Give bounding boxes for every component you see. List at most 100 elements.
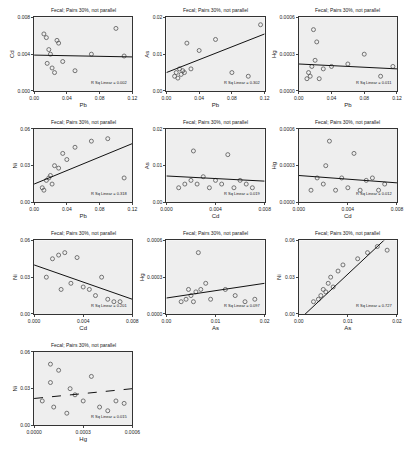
svg-text:0.08: 0.08	[95, 95, 105, 101]
svg-text:0.03: 0.03	[20, 162, 30, 168]
svg-text:R Sq Linear = 0.019: R Sq Linear = 0.019	[224, 191, 260, 196]
svg-text:0.04: 0.04	[62, 95, 72, 101]
svg-text:Pb: Pb	[344, 102, 352, 108]
svg-text:0.08: 0.08	[359, 95, 369, 101]
svg-text:0.00: 0.00	[162, 318, 172, 324]
svg-text:0.02: 0.02	[260, 318, 270, 324]
svg-text:Hg: Hg	[79, 436, 87, 442]
svg-text:0.06: 0.06	[20, 349, 30, 355]
svg-text:R Sq Linear = 0.727: R Sq Linear = 0.727	[356, 303, 392, 308]
svg-text:0.00: 0.00	[153, 199, 163, 205]
svg-text:0.00: 0.00	[20, 422, 30, 428]
svg-text:0.04: 0.04	[62, 206, 72, 212]
svg-text:0.0003: 0.0003	[147, 274, 163, 280]
svg-text:Fecal; Pairs 30%, not parallel: Fecal; Pairs 30%, not parallel	[315, 230, 380, 236]
svg-text:R Sq Linear = 0.097: R Sq Linear = 0.097	[224, 303, 260, 308]
svg-text:0.04: 0.04	[194, 95, 204, 101]
svg-text:Fecal; Pairs 30%, not parallel: Fecal; Pairs 30%, not parallel	[315, 119, 380, 125]
svg-text:0.08: 0.08	[95, 206, 105, 212]
svg-text:0.12: 0.12	[127, 95, 137, 101]
svg-text:0.0000: 0.0000	[26, 429, 42, 435]
svg-text:R Sq Linear = 0.011: R Sq Linear = 0.011	[356, 80, 392, 85]
svg-text:Hg: Hg	[271, 50, 277, 58]
svg-text:0.06: 0.06	[285, 237, 295, 243]
svg-text:0.0006: 0.0006	[279, 126, 295, 132]
svg-text:0.004: 0.004	[18, 51, 31, 57]
svg-text:0.00: 0.00	[285, 311, 295, 317]
svg-text:R Sq Linear = 0.201: R Sq Linear = 0.201	[91, 303, 127, 308]
svg-text:0.01: 0.01	[211, 318, 221, 324]
svg-text:R Sq Linear = 0.302: R Sq Linear = 0.302	[224, 80, 260, 85]
svg-text:0.00: 0.00	[153, 88, 163, 94]
svg-text:0.0003: 0.0003	[279, 162, 295, 168]
svg-text:0.004: 0.004	[209, 206, 222, 212]
svg-text:0.03: 0.03	[20, 385, 30, 391]
svg-text:0.12: 0.12	[392, 95, 402, 101]
svg-text:Cd: Cd	[79, 325, 87, 331]
svg-text:0.00: 0.00	[294, 95, 304, 101]
svg-text:Ni: Ni	[276, 274, 282, 280]
svg-text:Pb: Pb	[80, 213, 88, 219]
svg-text:Fecal; Pairs 30%, not parallel: Fecal; Pairs 30%, not parallel	[51, 7, 116, 13]
svg-text:0.12: 0.12	[260, 95, 270, 101]
svg-text:0.008: 0.008	[391, 206, 404, 212]
svg-text:0.08: 0.08	[227, 95, 237, 101]
svg-text:0.0003: 0.0003	[279, 51, 295, 57]
svg-text:0.01: 0.01	[343, 318, 353, 324]
svg-text:0.000: 0.000	[28, 318, 41, 324]
svg-text:Cd: Cd	[9, 50, 15, 58]
svg-text:0.01: 0.01	[153, 51, 163, 57]
svg-text:0.02: 0.02	[153, 14, 163, 20]
svg-text:Fecal; Pairs 30%, not parallel: Fecal; Pairs 30%, not parallel	[315, 7, 380, 13]
svg-text:0.00: 0.00	[20, 311, 30, 317]
svg-text:0.008: 0.008	[258, 206, 271, 212]
svg-text:R Sq Linear = 0.015: R Sq Linear = 0.015	[91, 414, 127, 419]
svg-text:As: As	[144, 51, 150, 58]
svg-text:Fecal; Pairs 30%, not parallel: Fecal; Pairs 30%, not parallel	[51, 342, 116, 348]
svg-text:Hg: Hg	[139, 273, 145, 281]
svg-text:0.0000: 0.0000	[279, 88, 295, 94]
svg-text:0.0000: 0.0000	[147, 311, 163, 317]
svg-text:0.00: 0.00	[29, 206, 39, 212]
svg-text:0.12: 0.12	[127, 206, 137, 212]
svg-text:0.01: 0.01	[153, 162, 163, 168]
svg-text:Pb: Pb	[80, 102, 88, 108]
svg-text:0.02: 0.02	[392, 318, 402, 324]
svg-text:As: As	[212, 325, 219, 331]
svg-text:0.0006: 0.0006	[125, 429, 141, 435]
svg-text:0.008: 0.008	[126, 318, 139, 324]
svg-text:0.00: 0.00	[162, 95, 172, 101]
svg-text:0.0006: 0.0006	[279, 14, 295, 20]
svg-text:0.000: 0.000	[292, 206, 305, 212]
svg-text:Cd: Cd	[344, 213, 352, 219]
svg-text:0.000: 0.000	[160, 206, 173, 212]
svg-text:R Sq Linear = 0.318: R Sq Linear = 0.318	[91, 191, 127, 196]
svg-text:0.00: 0.00	[294, 318, 304, 324]
svg-text:0.0006: 0.0006	[147, 237, 163, 243]
svg-text:R Sq Linear = 0.012: R Sq Linear = 0.012	[356, 191, 392, 196]
svg-text:0.03: 0.03	[20, 274, 30, 280]
svg-text:0.06: 0.06	[20, 237, 30, 243]
svg-text:0.02: 0.02	[153, 126, 163, 132]
svg-text:0.004: 0.004	[342, 206, 355, 212]
svg-text:0.0003: 0.0003	[76, 429, 92, 435]
svg-text:As: As	[344, 325, 351, 331]
svg-text:0.000: 0.000	[18, 88, 31, 94]
svg-text:0.0000: 0.0000	[279, 199, 295, 205]
svg-text:Fecal; Pairs 30%, not parallel: Fecal; Pairs 30%, not parallel	[51, 230, 116, 236]
svg-text:Fecal; Pairs 30%, not parallel: Fecal; Pairs 30%, not parallel	[183, 230, 248, 236]
svg-text:0.008: 0.008	[18, 14, 31, 20]
svg-text:0.03: 0.03	[285, 274, 295, 280]
svg-text:Pb: Pb	[212, 102, 220, 108]
svg-text:Hg: Hg	[271, 162, 277, 170]
svg-text:Fecal; Pairs 30%, not parallel: Fecal; Pairs 30%, not parallel	[51, 119, 116, 125]
svg-text:Ni: Ni	[12, 274, 18, 280]
svg-text:Ni: Ni	[12, 163, 18, 169]
svg-text:0.06: 0.06	[20, 126, 30, 132]
svg-text:Ni: Ni	[12, 386, 18, 392]
svg-text:0.00: 0.00	[29, 95, 39, 101]
svg-text:Fecal; Pairs 30%, not parallel: Fecal; Pairs 30%, not parallel	[183, 7, 248, 13]
svg-text:0.04: 0.04	[327, 95, 337, 101]
svg-text:Cd: Cd	[212, 213, 220, 219]
svg-text:As: As	[144, 162, 150, 169]
